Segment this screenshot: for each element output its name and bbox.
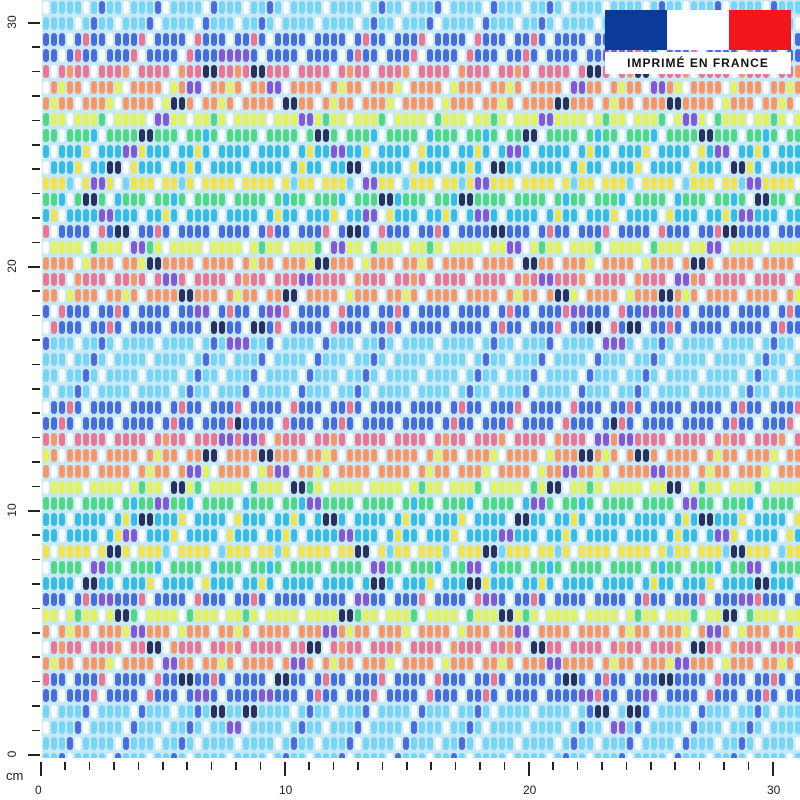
- ruler-x-label: 30: [767, 783, 781, 797]
- ruler-tick: [32, 217, 40, 219]
- ruler-tick: [308, 762, 310, 770]
- made-in-france-badge: IMPRIMÉ EN FRANCE: [605, 10, 791, 74]
- ruler-tick: [28, 510, 40, 512]
- ruler-tick: [32, 144, 40, 146]
- ruler-tick: [32, 95, 40, 97]
- fabric-pattern: [42, 0, 800, 758]
- ruler-tick: [32, 119, 40, 122]
- ruler-tick: [40, 762, 42, 776]
- ruler-tick: [32, 314, 40, 317]
- ruler-tick: [32, 729, 40, 732]
- ruler-tick: [528, 762, 530, 776]
- ruler-tick: [32, 607, 40, 610]
- ruler-tick: [235, 762, 237, 770]
- ruler-tick: [210, 762, 213, 770]
- ruler-tick: [406, 762, 408, 770]
- ruler-tick: [747, 762, 750, 770]
- ruler-tick: [723, 762, 725, 770]
- flag-red-band: [729, 10, 791, 50]
- ruler-tick: [772, 762, 774, 776]
- ruler-tick: [32, 168, 40, 170]
- ruler-tick: [64, 762, 66, 770]
- ruler-tick: [162, 762, 164, 770]
- ruler-x-label: 20: [523, 783, 537, 797]
- ruler-tick: [332, 762, 335, 770]
- ruler-tick: [32, 192, 40, 195]
- ruler-tick: [674, 762, 676, 770]
- flag-blue-band: [605, 10, 667, 50]
- ruler-tick: [186, 762, 188, 770]
- ruler-tick: [552, 762, 554, 770]
- ruler-tick: [32, 46, 40, 48]
- ruler-tick: [32, 485, 40, 488]
- ruler-tick: [32, 241, 40, 244]
- ruler-x-label: 0: [35, 783, 42, 797]
- ruler-tick: [357, 762, 359, 770]
- flag-white-band: [667, 10, 729, 50]
- ruler-tick: [503, 762, 506, 770]
- ruler-tick: [32, 70, 40, 73]
- ruler-tick: [698, 762, 701, 770]
- ruler-tick: [430, 762, 432, 770]
- ruler-tick: [32, 583, 40, 585]
- ruler-tick: [32, 656, 40, 658]
- ruler-tick: [28, 754, 40, 756]
- ruler-y-label: 20: [5, 259, 19, 273]
- vertical-ruler: 0 10 20 30: [0, 0, 42, 758]
- ruler-tick: [32, 705, 40, 707]
- ruler-tick: [88, 762, 91, 770]
- french-flag-icon: [605, 10, 791, 50]
- ruler-tick: [32, 680, 40, 683]
- ruler-tick: [113, 762, 115, 770]
- ruler-tick: [625, 762, 628, 770]
- horizontal-ruler: 0 10 20 30: [0, 758, 800, 800]
- ruler-tick: [576, 762, 579, 770]
- ruler-tick: [479, 762, 481, 770]
- ruler-tick: [32, 558, 40, 561]
- ruler-tick: [28, 22, 40, 24]
- ruler-y-label: 30: [5, 15, 19, 29]
- ruler-tick: [650, 762, 652, 770]
- ruler-tick: [601, 762, 603, 770]
- ruler-tick: [32, 290, 40, 292]
- ruler-tick: [259, 762, 262, 770]
- pattern-svg: [42, 0, 800, 758]
- ruler-tick: [32, 534, 40, 536]
- ruler-tick: [137, 762, 140, 770]
- ruler-tick: [28, 266, 40, 268]
- ruler-tick: [32, 632, 40, 634]
- ruler-tick: [32, 363, 40, 366]
- ruler-unit-label: cm: [6, 768, 24, 783]
- ruler-y-label: 10: [5, 503, 19, 517]
- badge-label: IMPRIMÉ EN FRANCE: [605, 52, 791, 74]
- ruler-tick: [284, 762, 286, 776]
- ruler-x-label: 10: [279, 783, 293, 797]
- ruler-tick: [32, 436, 40, 439]
- ruler-tick: [454, 762, 457, 770]
- ruler-tick: [32, 461, 40, 463]
- ruler-tick: [32, 388, 40, 390]
- ruler-tick: [32, 412, 40, 414]
- ruler-tick: [32, 339, 40, 341]
- ruler-tick: [381, 762, 384, 770]
